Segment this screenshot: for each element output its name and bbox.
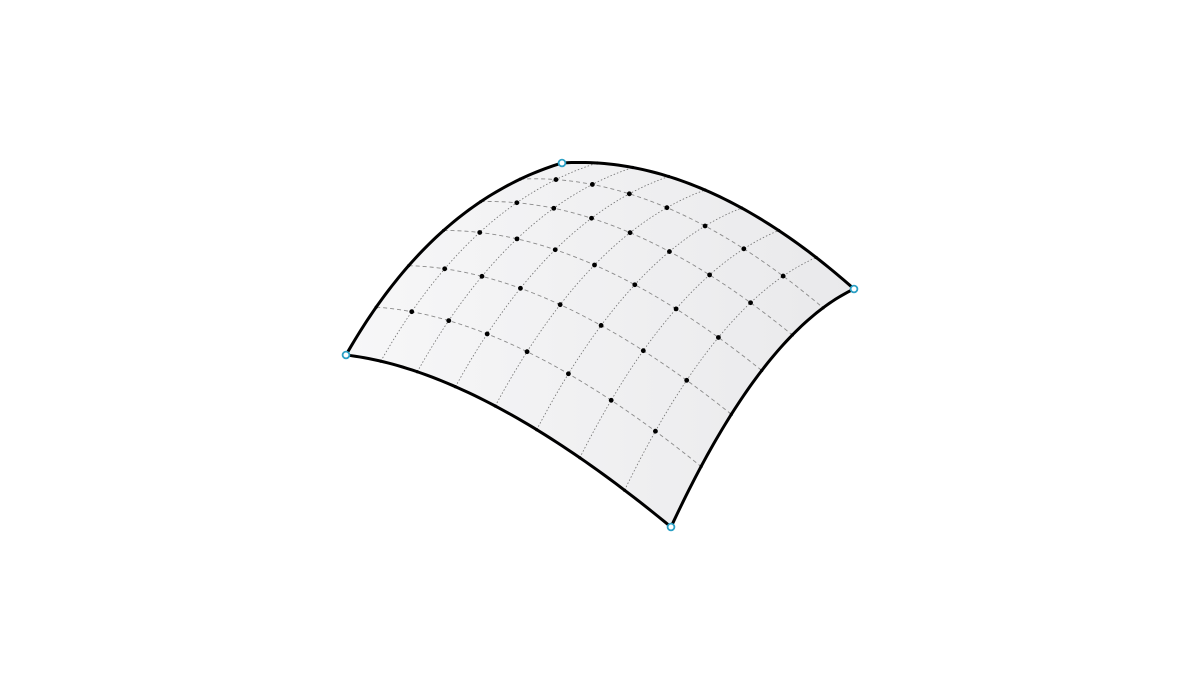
grid-point-2-1 xyxy=(446,318,452,324)
grid-point-5-2 xyxy=(598,323,604,328)
grid-point-3-4 xyxy=(589,215,594,221)
grid-point-5-5 xyxy=(702,223,708,229)
grid-point-4-5 xyxy=(664,205,670,211)
grid-point-4-2 xyxy=(557,302,563,308)
grid-point-1-1 xyxy=(409,309,415,315)
grid-point-3-3 xyxy=(552,247,558,253)
grid-point-3-2 xyxy=(518,285,523,291)
grid-point-7-2 xyxy=(684,377,690,383)
isocurve-v-4 xyxy=(480,201,793,336)
grid-point-6-4 xyxy=(707,272,712,278)
grid-point-3-5 xyxy=(626,191,632,197)
grid-point-7-4 xyxy=(748,300,753,306)
corner-control-points xyxy=(341,158,859,532)
grid-point-6-3 xyxy=(673,306,679,312)
grid-point-5-4 xyxy=(667,249,672,254)
grid-point-1-3 xyxy=(477,230,483,235)
grid-point-5-3 xyxy=(632,282,638,288)
grid-point-7-5 xyxy=(780,273,786,279)
grid-point-5-1 xyxy=(566,371,571,377)
grid-point-6-1 xyxy=(608,397,614,403)
corner-point-bottom xyxy=(666,522,676,532)
grid-point-4-1 xyxy=(524,349,530,355)
corner-point-right xyxy=(849,284,859,294)
surface-patch xyxy=(346,162,854,527)
grid-point-2-5 xyxy=(589,182,595,187)
grid-point-2-4 xyxy=(551,205,557,211)
grid-point-7-1 xyxy=(653,428,658,434)
grid-point-7-3 xyxy=(716,335,721,340)
grid-point-6-2 xyxy=(640,348,646,354)
grid-point-1-5 xyxy=(553,177,559,182)
corner-point-top xyxy=(557,158,567,168)
grid-point-4-3 xyxy=(592,262,597,268)
grid-point-1-4 xyxy=(514,200,520,206)
grid-point-2-3 xyxy=(514,236,520,242)
grid-point-6-5 xyxy=(741,246,747,252)
corner-point-left xyxy=(341,350,351,360)
grid-point-2-2 xyxy=(479,273,485,279)
grid-point-1-2 xyxy=(442,266,448,272)
grid-point-4-4 xyxy=(627,230,633,236)
grid-point-3-1 xyxy=(484,331,490,337)
